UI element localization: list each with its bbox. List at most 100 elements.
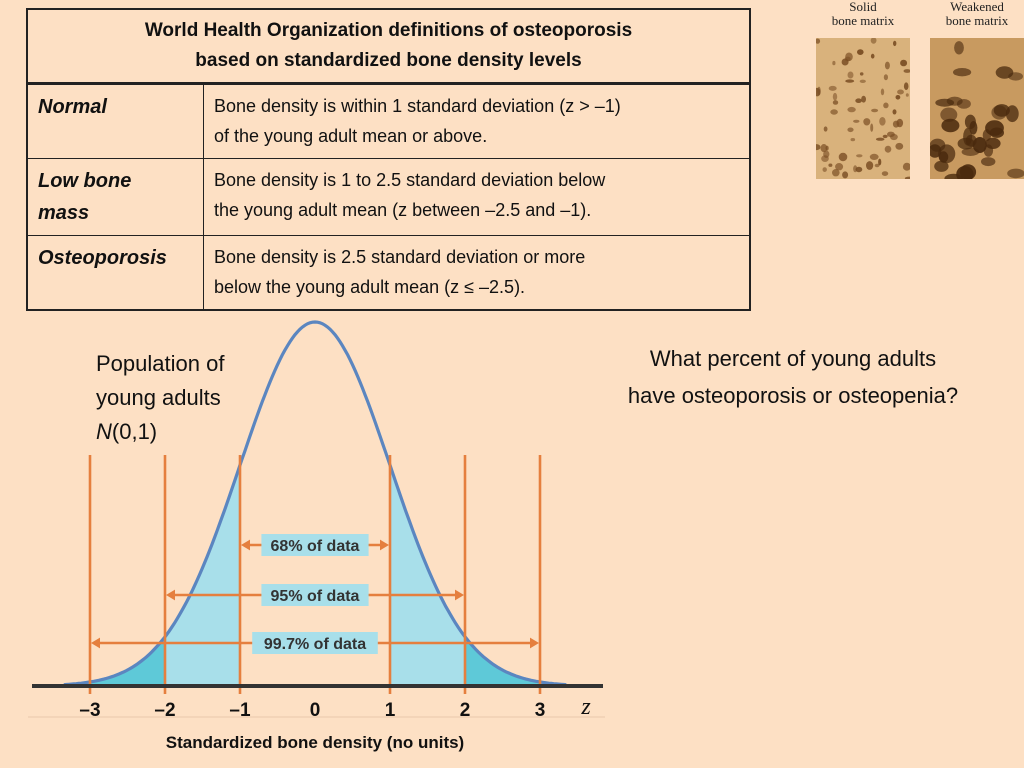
question-text: What percent of young adults have osteop… xyxy=(583,340,1003,414)
solid-bone-pore xyxy=(830,109,838,115)
solid-bone-pore xyxy=(896,118,904,128)
weakened-bone-caption: Weakened bone matrix xyxy=(930,0,1024,28)
category-osteoporosis: Osteoporosis xyxy=(26,235,204,311)
x-axis-title: Standardized bone density (no units) xyxy=(165,733,465,752)
solid-bone-pore xyxy=(890,133,898,141)
table-row: Low bone mass Bone density is 1 to 2.5 s… xyxy=(26,158,751,236)
interval-label: 99.7% of data xyxy=(264,636,366,653)
solid-bone-pore xyxy=(845,52,853,62)
solid-bone-pore xyxy=(863,118,871,126)
category-label: Low bone xyxy=(38,170,132,192)
weakened-bone-pore xyxy=(941,118,960,133)
arrow-head xyxy=(380,539,389,551)
solid-bone-pore xyxy=(883,74,888,81)
solid-bone-pore xyxy=(870,53,875,59)
population-line: Population of xyxy=(96,351,225,376)
solid-bone-pore xyxy=(870,38,877,44)
question-line: have osteoporosis or osteopenia? xyxy=(627,383,959,408)
solid-bone-pore xyxy=(835,163,844,171)
solid-bone-pore xyxy=(880,88,885,96)
solid-bone-pore xyxy=(900,59,908,67)
description-line: Bone density is within 1 standard deviat… xyxy=(214,96,621,116)
population-line: young adults xyxy=(96,385,221,410)
solid-bone-pore xyxy=(820,144,828,153)
solid-bone-pore xyxy=(847,127,854,133)
solid-bone-pore xyxy=(832,100,839,105)
x-tick-label: 2 xyxy=(460,700,471,721)
solid-bone-background xyxy=(816,38,910,179)
solid-bone-pore xyxy=(832,169,840,177)
solid-bone-pore xyxy=(879,117,886,126)
solid-bone-pore xyxy=(822,167,827,173)
caption-line: bone matrix xyxy=(945,13,1009,28)
solid-bone-pore xyxy=(859,72,864,76)
caption-line: bone matrix xyxy=(831,13,895,28)
solid-bone-pore xyxy=(853,119,860,123)
description-line: the young adult mean (z between –2.5 and… xyxy=(214,200,592,220)
table-title-line2: based on standardized bone density level… xyxy=(195,50,582,71)
solid-bone-pore xyxy=(828,85,837,91)
interval-label-bg xyxy=(261,584,369,606)
solid-bone-pore xyxy=(861,95,866,103)
solid-bone-pore xyxy=(855,98,862,103)
solid-bone-caption: Solid bone matrix xyxy=(816,0,910,28)
weakened-bone-pore xyxy=(993,104,1010,117)
question-line: What percent of young adults xyxy=(649,346,937,371)
table-title: World Health Organization definitions of… xyxy=(27,9,750,85)
x-tick-label: 0 xyxy=(310,700,321,721)
solid-bone-pore xyxy=(902,162,910,171)
solid-bone-pore xyxy=(866,161,874,170)
solid-bone-pore xyxy=(847,71,854,79)
solid-bone-pore xyxy=(895,95,901,100)
category-label: Osteoporosis xyxy=(38,247,167,269)
x-tick-label: 3 xyxy=(535,700,546,721)
solid-bone-pore xyxy=(847,106,856,113)
weakened-bone-pore xyxy=(1007,168,1024,179)
tail-fill-right xyxy=(465,636,567,686)
solid-bone-image xyxy=(816,38,910,179)
solid-bone-pore xyxy=(850,138,856,142)
x-tick-label: –3 xyxy=(79,700,100,721)
solid-bone-pore xyxy=(857,49,864,55)
arrow-head xyxy=(241,539,250,551)
description-normal: Bone density is within 1 standard deviat… xyxy=(203,83,751,159)
solid-bone-pore xyxy=(897,89,904,95)
z-axis-symbol: z xyxy=(580,694,591,720)
who-definitions-table: World Health Organization definitions of… xyxy=(26,8,751,311)
weakened-bone-pore xyxy=(989,127,1004,138)
solid-bone-pore xyxy=(828,163,833,167)
solid-bone-pore xyxy=(895,142,904,150)
interval-label: 95% of data xyxy=(271,588,360,605)
weakened-bone-pore xyxy=(953,68,972,77)
caption-line: Solid xyxy=(849,0,877,14)
interval-label-bg xyxy=(252,632,378,654)
interval-label-bg xyxy=(261,534,369,556)
distribution-params: (0,1) xyxy=(111,419,158,444)
solid-bone-pore xyxy=(817,86,821,96)
weakened-bone-pore xyxy=(981,157,996,167)
solid-bone-pore xyxy=(853,165,858,173)
solid-bone-pore xyxy=(832,60,836,66)
description-line: of the young adult mean or above. xyxy=(214,126,488,146)
x-tick-label: 1 xyxy=(385,700,396,721)
arrow-head xyxy=(91,637,100,649)
solid-bone-pore xyxy=(904,176,910,179)
solid-bone-pore xyxy=(838,152,848,162)
solid-bone-pore xyxy=(903,82,909,90)
solid-bone-pore xyxy=(870,123,874,132)
description-line: Bone density is 1 to 2.5 standard deviat… xyxy=(214,170,606,190)
description-line: Bone density is 2.5 standard deviation o… xyxy=(214,247,586,267)
caption-line: Weakened xyxy=(950,0,1004,14)
x-tick-label: –2 xyxy=(154,700,175,721)
x-tick-label: –1 xyxy=(229,700,251,721)
solid-bone-pore xyxy=(859,79,866,83)
arrow-head xyxy=(166,589,175,601)
solid-bone-pore xyxy=(881,171,889,177)
weakened-bone-pore xyxy=(940,107,958,122)
solid-bone-pore xyxy=(875,137,885,141)
solid-bone-pore xyxy=(856,154,863,158)
weakened-bone-pore xyxy=(934,160,949,172)
category-label: Normal xyxy=(38,96,107,118)
solid-bone-pore xyxy=(842,171,849,179)
table-row: Normal Bone density is within 1 standard… xyxy=(26,83,751,159)
